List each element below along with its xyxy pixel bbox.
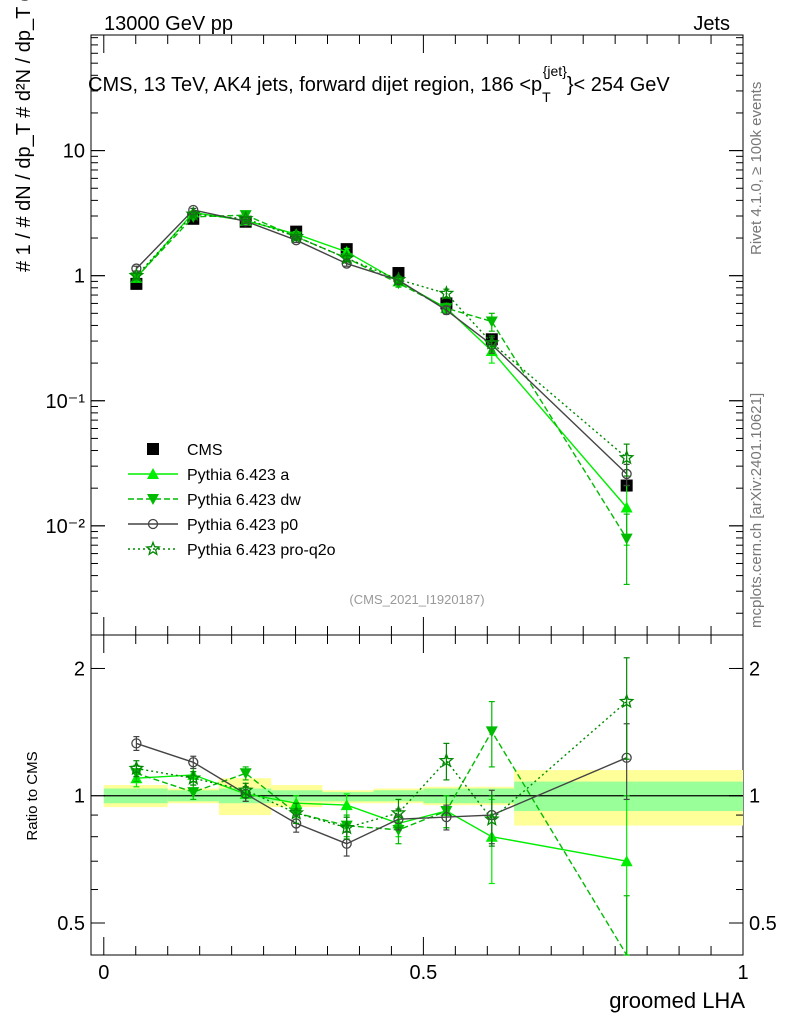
mcplots-label: mcplots.cern.ch [arXiv:2401.10621]	[748, 393, 765, 628]
title-main: CMS, 13 TeV, AK4 jets, forward dijet reg…	[88, 74, 542, 96]
data-point-q2o	[128, 267, 145, 283]
legend-label-dw: Pythia 6.423 dw	[187, 492, 301, 509]
data-point-q2o	[288, 804, 305, 820]
legend-marker-dw	[147, 494, 159, 505]
data-point-q2o	[288, 228, 305, 244]
data-point-q2o	[338, 819, 355, 835]
legend-marker-a	[147, 468, 159, 479]
legend-label-q2o: Pythia 6.423 pro-q2o	[187, 542, 336, 559]
y-tick-label: 2	[74, 658, 85, 680]
data-point-dw	[620, 533, 633, 545]
x-tick-label: 0	[98, 962, 109, 984]
series-q2o	[128, 205, 635, 477]
data-point-q2o	[237, 782, 254, 798]
y-tick-label-right: 0.5	[749, 913, 777, 935]
title-sup: {jet}	[543, 63, 567, 79]
data-point-dw	[485, 726, 498, 738]
x-tick-label: 1	[737, 962, 748, 984]
y-tick-label: 10⁻²	[46, 516, 86, 538]
data-point-dw	[187, 787, 200, 799]
title-sub: T	[542, 89, 551, 105]
data-point-q2o	[390, 271, 407, 287]
x-axis-label: groomed LHA	[609, 988, 745, 1013]
legend: CMS Pythia 6.423 a Pythia 6.423 dw Pythia 6…	[128, 442, 336, 559]
data-point-q2o	[483, 810, 500, 826]
header-left: 13000 GeV pp	[104, 13, 233, 35]
legend-marker-p0	[147, 518, 159, 530]
title-tail: }< 254 GeV	[567, 74, 671, 96]
legend-label-p0: Pythia 6.423 p0	[187, 517, 298, 534]
data-point-q2o	[390, 804, 407, 820]
data-point-a	[340, 799, 353, 811]
y-tick-label: 10	[63, 141, 85, 163]
data-point-dw	[239, 768, 252, 780]
y-tick-label: 10⁻¹	[46, 391, 86, 413]
legend-label-cms: CMS	[187, 442, 223, 459]
x-tick-label: 0.5	[409, 962, 437, 984]
y-tick-label-right: 2	[749, 658, 760, 680]
data-point-q2o	[483, 334, 500, 350]
data-point-q2o	[237, 210, 254, 226]
header-right: Jets	[693, 13, 730, 35]
plot-title: CMS, 13 TeV, AK4 jets, forward dijet reg…	[88, 63, 670, 105]
data-point-p0	[441, 305, 452, 316]
data-point-p0	[441, 811, 452, 823]
data-point-p0	[188, 757, 199, 768]
uncertainty-band-green	[322, 792, 374, 802]
y-tick-label-right: 1	[749, 786, 760, 808]
data-point-q2o	[618, 693, 635, 709]
legend-label-a: Pythia 6.423 a	[187, 467, 289, 484]
series-line-q2o	[136, 701, 628, 829]
data-point-q2o	[128, 760, 145, 776]
main-panel: 10⁻² 10⁻¹ 1 10	[46, 35, 744, 635]
series-line-dw	[135, 214, 628, 539]
legend-marker-cms	[147, 443, 159, 455]
data-point-q2o	[618, 449, 635, 465]
legend-marker-q2o	[145, 540, 161, 556]
series-line-a	[135, 211, 628, 508]
y-tick-label: 0.5	[57, 913, 85, 935]
data-point-dw	[485, 316, 498, 328]
series-line-q2o	[135, 213, 628, 459]
y-tick-label: 1	[74, 266, 85, 288]
series-line-p0	[135, 209, 628, 475]
y-tick-label: 1	[74, 786, 85, 808]
analysis-watermark: (CMS_2021_I1920187)	[349, 592, 484, 607]
series-q2o	[128, 657, 635, 847]
ratio-panel: 0.5 0.5 1 1 2 2 0 0.5 1	[57, 635, 777, 984]
series-line-dw	[136, 730, 628, 956]
data-point-q2o	[438, 285, 455, 301]
data-point-a	[620, 855, 633, 867]
y-axis-label-text: # 1 / # dN / dp_T # d²N / dp_T dλ	[13, 0, 35, 272]
data-point-a	[620, 501, 633, 513]
data-point-q2o	[338, 249, 355, 265]
y-axis-label-ratio: Ratio to CMS	[24, 751, 41, 840]
data-point-q2o	[438, 752, 455, 768]
data-point-q2o	[185, 769, 202, 785]
rivet-label: Rivet 4.1.0, ≥ 100k events	[748, 82, 765, 255]
data-point-dw	[239, 210, 252, 222]
y-axis-label-main: # 1 / # dN / dp_T # d²N / dp_T dλ	[13, 0, 35, 272]
data-point-q2o	[185, 205, 202, 221]
data-point-p0	[131, 738, 142, 749]
